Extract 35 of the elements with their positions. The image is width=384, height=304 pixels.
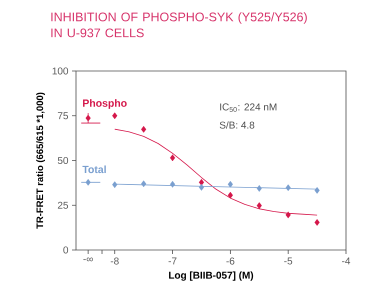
point: [256, 202, 262, 209]
x-tick-label: -∞: [83, 258, 93, 262]
annotation: IC$_{50}$: 224 nM: [220, 103, 276, 112]
x-tick-label: -7: [168, 258, 176, 264]
series-label: Phospho: [83, 99, 127, 109]
x-tick-label: -4: [342, 258, 350, 264]
point: [286, 184, 291, 192]
y-axis-title: TR-FRET ratio (665/615 *1,000): [36, 92, 46, 229]
point: [112, 181, 118, 188]
x-tick-label: -8: [110, 258, 119, 265]
point: [198, 178, 204, 186]
point: [170, 154, 176, 162]
point: [314, 187, 320, 194]
point: [286, 212, 291, 218]
point: [228, 192, 233, 199]
point: [141, 126, 146, 133]
point: [228, 180, 233, 188]
series-label: Total: [82, 165, 106, 174]
point: [86, 178, 91, 186]
y-tick-label: 25: [58, 202, 68, 209]
point: [256, 185, 262, 192]
y-tick-label: 100: [52, 67, 68, 75]
point: [141, 180, 146, 188]
x-tick-label: -5: [284, 258, 292, 264]
point: [314, 219, 320, 226]
point: [170, 180, 176, 188]
y-tick-label: 0: [63, 246, 68, 254]
chart-title: INHIBITION OF PHOSPHO-SYK (Y525/Y526) IN U-937 CELLS: [51, 12, 307, 38]
y-tick-label: 50: [58, 156, 68, 164]
annotation: S/B: 4.8: [220, 121, 254, 129]
y-tick-label: 75: [58, 112, 68, 120]
x-axis-title: Log [BIIB-057] (M): [169, 271, 254, 281]
x-tick-label: -6: [226, 258, 234, 265]
point: [112, 112, 118, 120]
point: [198, 184, 204, 191]
